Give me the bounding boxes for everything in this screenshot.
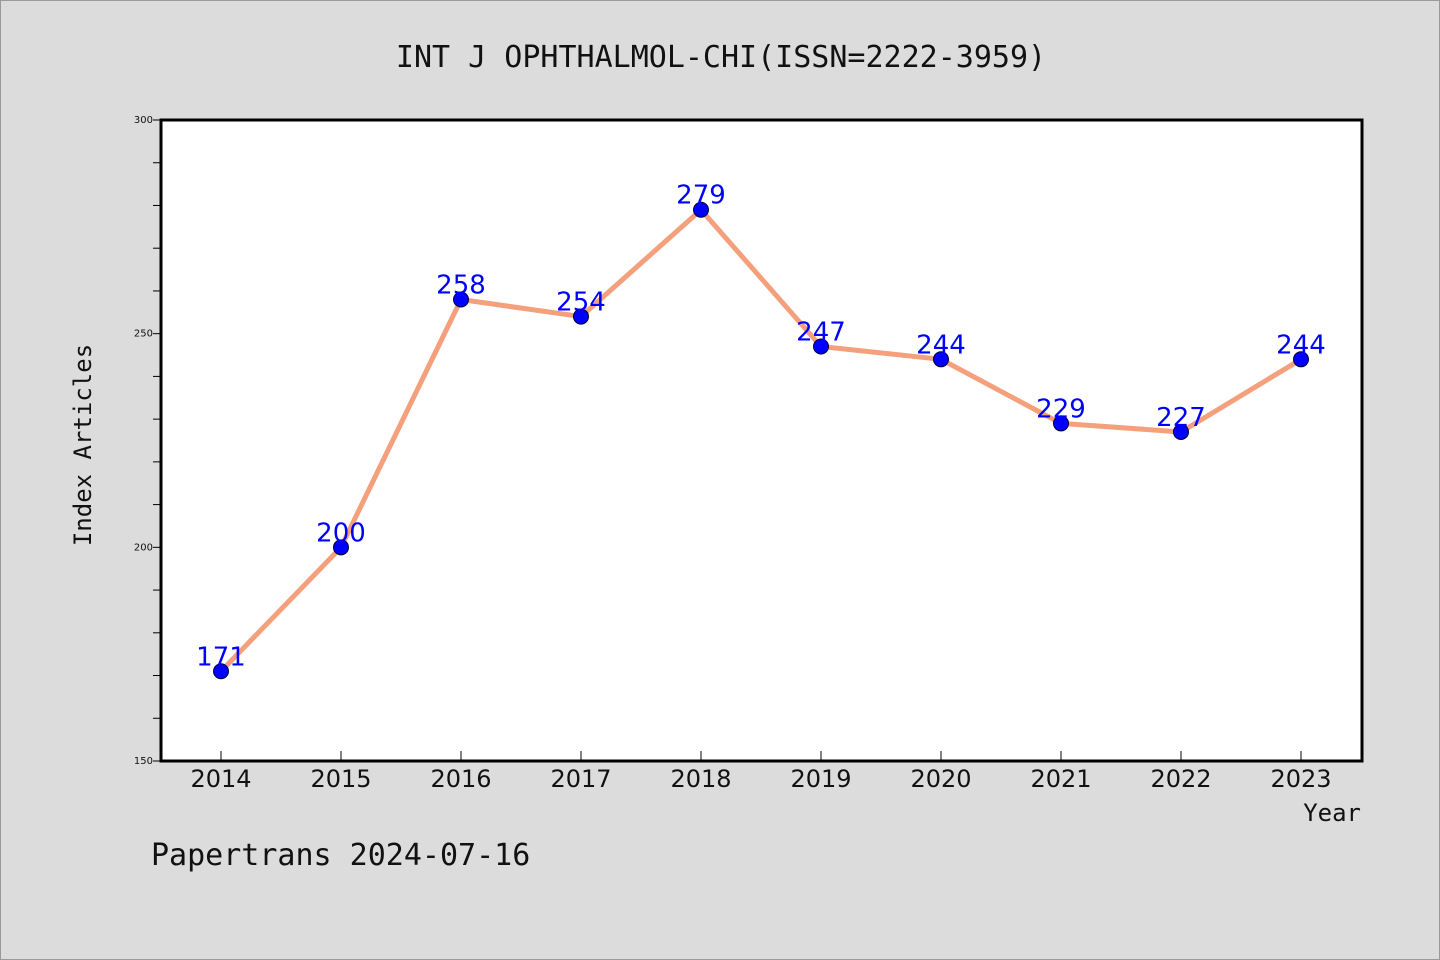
data-point: [333, 539, 349, 556]
series-index-articles: 171 200 258 254 279 247 244 229 227 244: [196, 181, 1326, 680]
data-label: 247: [796, 317, 846, 347]
data-label: 244: [916, 330, 966, 360]
x-tick-label: 2020: [910, 765, 971, 793]
data-label: 200: [316, 518, 366, 548]
x-tick-label: 2017: [550, 765, 611, 793]
data-point: [1173, 423, 1189, 440]
y-axis: 150 200 250 300: [134, 115, 161, 767]
x-tick-label: 2022: [1150, 765, 1211, 793]
y-tick-label: 250: [134, 329, 153, 340]
y-tick-label: 300: [134, 115, 153, 126]
data-point: [573, 308, 589, 325]
series-line: [218, 207, 1304, 674]
x-axis: 2014 2015 2016 2017 2018 2019 2020 2021 2022 2023: [190, 751, 1332, 793]
data-label: 171: [196, 642, 246, 672]
data-point: [693, 201, 709, 218]
chart-title: INT J OPHTHALMOL-CHI(ISSN=2222-3959): [396, 40, 1046, 75]
data-point: [453, 291, 469, 308]
x-tick-label: 2018: [670, 765, 731, 793]
data-label: 227: [1156, 403, 1206, 433]
data-label: 254: [556, 288, 606, 318]
x-tick-label: 2019: [790, 765, 851, 793]
x-tick-label: 2016: [430, 765, 491, 793]
y-tick-label: 200: [134, 542, 153, 553]
y-tick-label: 150: [134, 756, 153, 767]
data-point: [1293, 351, 1309, 368]
x-tick-label: 2023: [1270, 765, 1331, 793]
data-label: 244: [1276, 330, 1326, 360]
x-axis-label: Year: [1303, 799, 1361, 827]
x-tick-label: 2015: [310, 765, 371, 793]
data-label: 229: [1036, 394, 1086, 424]
plot-area: [159, 118, 1364, 763]
footer-text: Papertrans 2024-07-16: [151, 838, 530, 873]
y-axis-label: Index Articles: [69, 344, 97, 546]
data-point: [1053, 415, 1069, 432]
data-label: 279: [676, 181, 726, 211]
x-tick-label: 2014: [190, 765, 251, 793]
x-tick-label: 2021: [1030, 765, 1091, 793]
data-label: 258: [436, 270, 486, 300]
data-point: [213, 663, 229, 680]
data-point: [933, 351, 949, 368]
data-point: [813, 338, 829, 355]
